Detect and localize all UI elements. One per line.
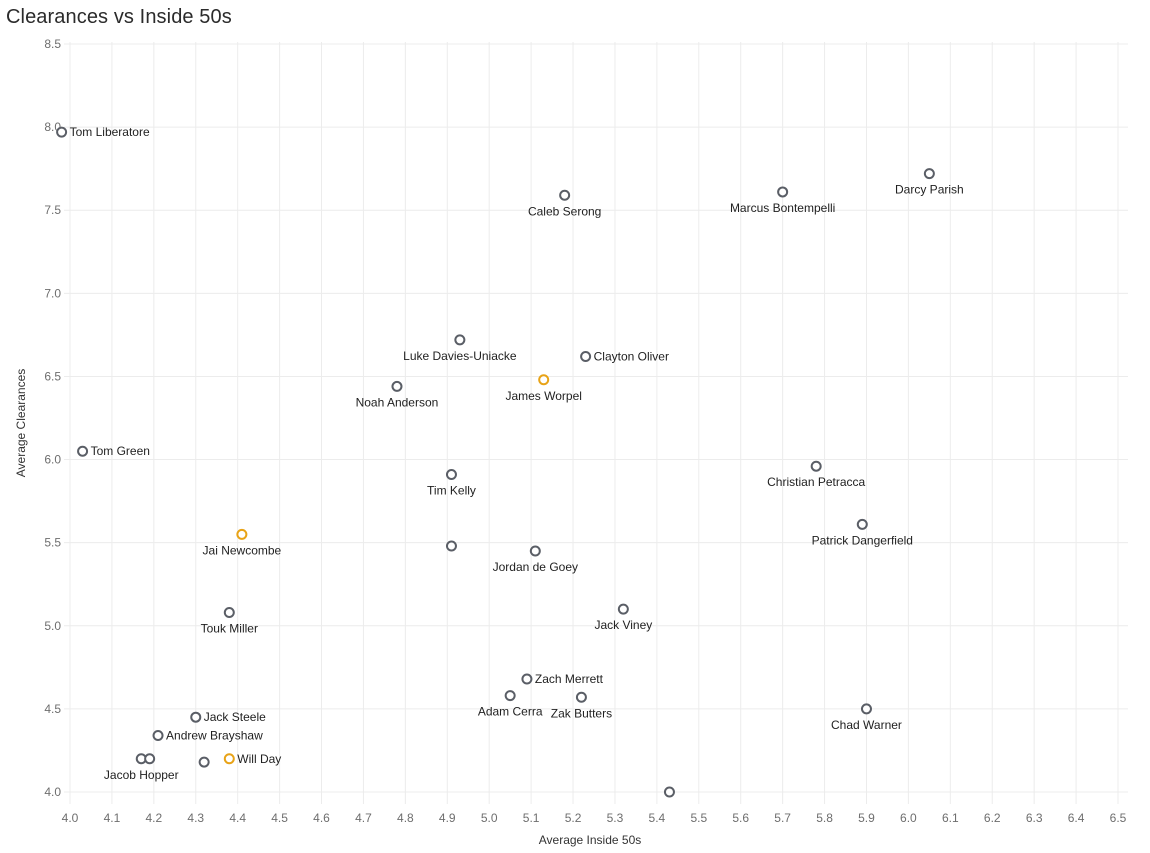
y-tick-label: 6.5	[44, 369, 61, 383]
data-point[interactable]	[521, 673, 533, 685]
data-point[interactable]	[580, 350, 592, 362]
x-tick-label: 4.1	[104, 811, 121, 825]
data-point[interactable]	[391, 380, 403, 392]
y-tick-label: 5.0	[44, 619, 61, 633]
x-tick-label: 5.5	[690, 811, 707, 825]
data-point[interactable]	[223, 606, 235, 618]
data-point-label: Jai Newcombe	[203, 543, 282, 557]
chart-title: Clearances vs Inside 50s	[6, 6, 232, 28]
x-tick-label: 6.4	[1068, 811, 1085, 825]
y-axis-label: Average Clearances	[14, 369, 28, 478]
data-point[interactable]	[529, 545, 541, 557]
data-point[interactable]	[223, 753, 235, 765]
data-point[interactable]	[445, 540, 457, 552]
data-point[interactable]	[504, 690, 516, 702]
x-tick-label: 4.9	[439, 811, 456, 825]
data-point-label: Zak Butters	[551, 706, 612, 720]
data-point-label: Darcy Parish	[895, 183, 964, 197]
y-tick-label: 7.5	[44, 203, 61, 217]
x-tick-label: 4.6	[313, 811, 330, 825]
data-point-label: Andrew Brayshaw	[166, 728, 263, 742]
x-tick-label: 5.9	[858, 811, 875, 825]
x-tick-label: 6.0	[900, 811, 917, 825]
x-tick-label: 5.3	[607, 811, 624, 825]
data-point-label: Noah Anderson	[356, 395, 439, 409]
y-axis-ticks: 4.04.55.05.56.06.57.07.58.08.5	[44, 37, 61, 799]
y-tick-label: 4.0	[44, 785, 61, 799]
x-tick-label: 6.5	[1110, 811, 1127, 825]
data-point[interactable]	[445, 469, 457, 481]
y-tick-label: 7.0	[44, 286, 61, 300]
data-point-label: Jacob Hopper	[104, 768, 179, 782]
x-tick-label: 5.0	[481, 811, 498, 825]
data-points: Tom Liberatore Darcy Parish Marcus Bontemp…	[56, 125, 964, 798]
data-point[interactable]	[56, 126, 68, 138]
data-point[interactable]	[575, 691, 587, 703]
data-point[interactable]	[198, 756, 210, 768]
x-tick-label: 4.3	[187, 811, 204, 825]
data-point[interactable]	[77, 445, 89, 457]
data-point-label: Jack Steele	[204, 710, 266, 724]
x-tick-label: 5.4	[649, 811, 666, 825]
data-point[interactable]	[617, 603, 629, 615]
x-tick-label: 4.5	[271, 811, 288, 825]
x-tick-label: 5.1	[523, 811, 540, 825]
x-tick-label: 4.4	[229, 811, 246, 825]
data-point[interactable]	[923, 168, 935, 180]
data-point[interactable]	[856, 518, 868, 530]
data-point[interactable]	[559, 189, 571, 201]
data-point-label: Tom Green	[91, 444, 150, 458]
data-point[interactable]	[144, 753, 156, 765]
x-tick-label: 6.2	[984, 811, 1001, 825]
x-tick-label: 4.7	[355, 811, 372, 825]
y-tick-label: 6.0	[44, 453, 61, 467]
data-point-label: Chad Warner	[831, 718, 902, 732]
y-tick-label: 8.5	[44, 37, 61, 51]
data-point-label: Will Day	[237, 752, 281, 766]
x-tick-label: 5.2	[565, 811, 582, 825]
x-tick-label: 4.2	[145, 811, 162, 825]
data-point[interactable]	[454, 334, 466, 346]
y-tick-label: 5.5	[44, 536, 61, 550]
data-point[interactable]	[538, 374, 550, 386]
data-point-label: Zach Merrett	[535, 672, 604, 686]
data-point[interactable]	[663, 786, 675, 798]
x-tick-label: 4.0	[62, 811, 79, 825]
x-tick-label: 5.7	[774, 811, 791, 825]
data-point-label: Jack Viney	[594, 618, 652, 632]
data-point[interactable]	[777, 186, 789, 198]
data-point[interactable]	[190, 711, 202, 723]
data-point-label: Adam Cerra	[478, 705, 543, 719]
data-point-label: Tom Liberatore	[70, 125, 150, 139]
x-tick-label: 5.6	[732, 811, 749, 825]
data-point-label: James Worpel	[505, 389, 581, 403]
data-point[interactable]	[236, 528, 248, 540]
x-axis-label: Average Inside 50s	[539, 833, 642, 847]
data-point-label: Touk Miller	[201, 621, 258, 635]
data-point-label: Patrick Dangerfield	[812, 533, 913, 547]
x-axis-ticks: 4.0 4.1 4.2 4.3 4.4 4.5 4.6 4.7 4.8 4.9 5.0 5.1 5.2 5…	[62, 811, 1127, 825]
data-point-label: Christian Petracca	[767, 475, 865, 489]
data-point[interactable]	[860, 703, 872, 715]
data-point-label: Caleb Serong	[528, 204, 601, 218]
data-point[interactable]	[810, 460, 822, 472]
data-point-label: Marcus Bontempelli	[730, 201, 835, 215]
x-tick-label: 6.3	[1026, 811, 1043, 825]
x-tick-label: 4.8	[397, 811, 414, 825]
data-point-label: Tim Kelly	[427, 484, 476, 498]
y-tick-label: 4.5	[44, 702, 61, 716]
x-tick-label: 6.1	[942, 811, 959, 825]
x-tick-label: 5.8	[816, 811, 833, 825]
grid-lines	[64, 42, 1128, 804]
data-point-label: Luke Davies-Uniacke	[403, 349, 517, 363]
data-point-label: Jordan de Goey	[493, 560, 578, 574]
data-point[interactable]	[152, 729, 164, 741]
data-point-label: Clayton Oliver	[594, 349, 669, 363]
